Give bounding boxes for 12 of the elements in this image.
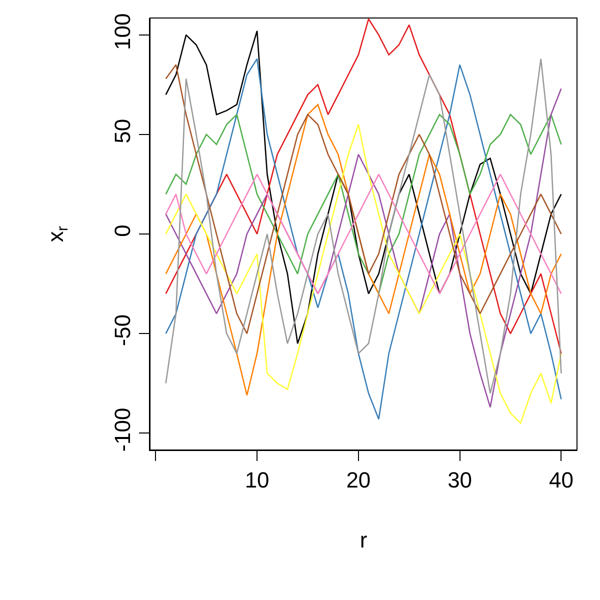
x-axis-title: r [360, 527, 368, 552]
x-tick-label: 20 [346, 467, 371, 492]
y-tick-label: -100 [110, 408, 136, 452]
x-tick-label: 10 [244, 467, 270, 492]
y-tick-label: 100 [110, 13, 136, 50]
line-series [165, 174, 562, 294]
x-tick-label: 40 [548, 467, 574, 492]
y-tick-label: 50 [110, 118, 136, 144]
line-series [165, 114, 562, 294]
y-tick-label: 0 [110, 224, 136, 237]
x-tick-label: 30 [448, 467, 472, 492]
y-tick-label: -50 [110, 314, 136, 346]
